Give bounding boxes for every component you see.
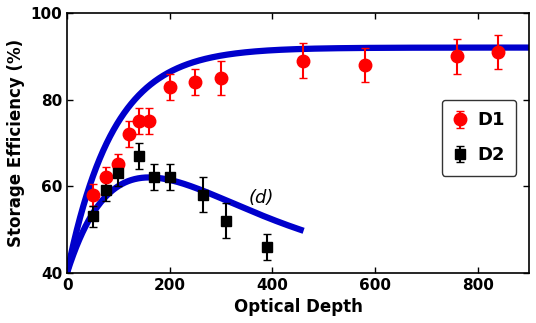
X-axis label: Optical Depth: Optical Depth: [234, 298, 362, 316]
Text: (d): (d): [249, 189, 274, 206]
Y-axis label: Storage Efficiency (%): Storage Efficiency (%): [7, 39, 25, 247]
Legend: D1, D2: D1, D2: [442, 99, 516, 176]
